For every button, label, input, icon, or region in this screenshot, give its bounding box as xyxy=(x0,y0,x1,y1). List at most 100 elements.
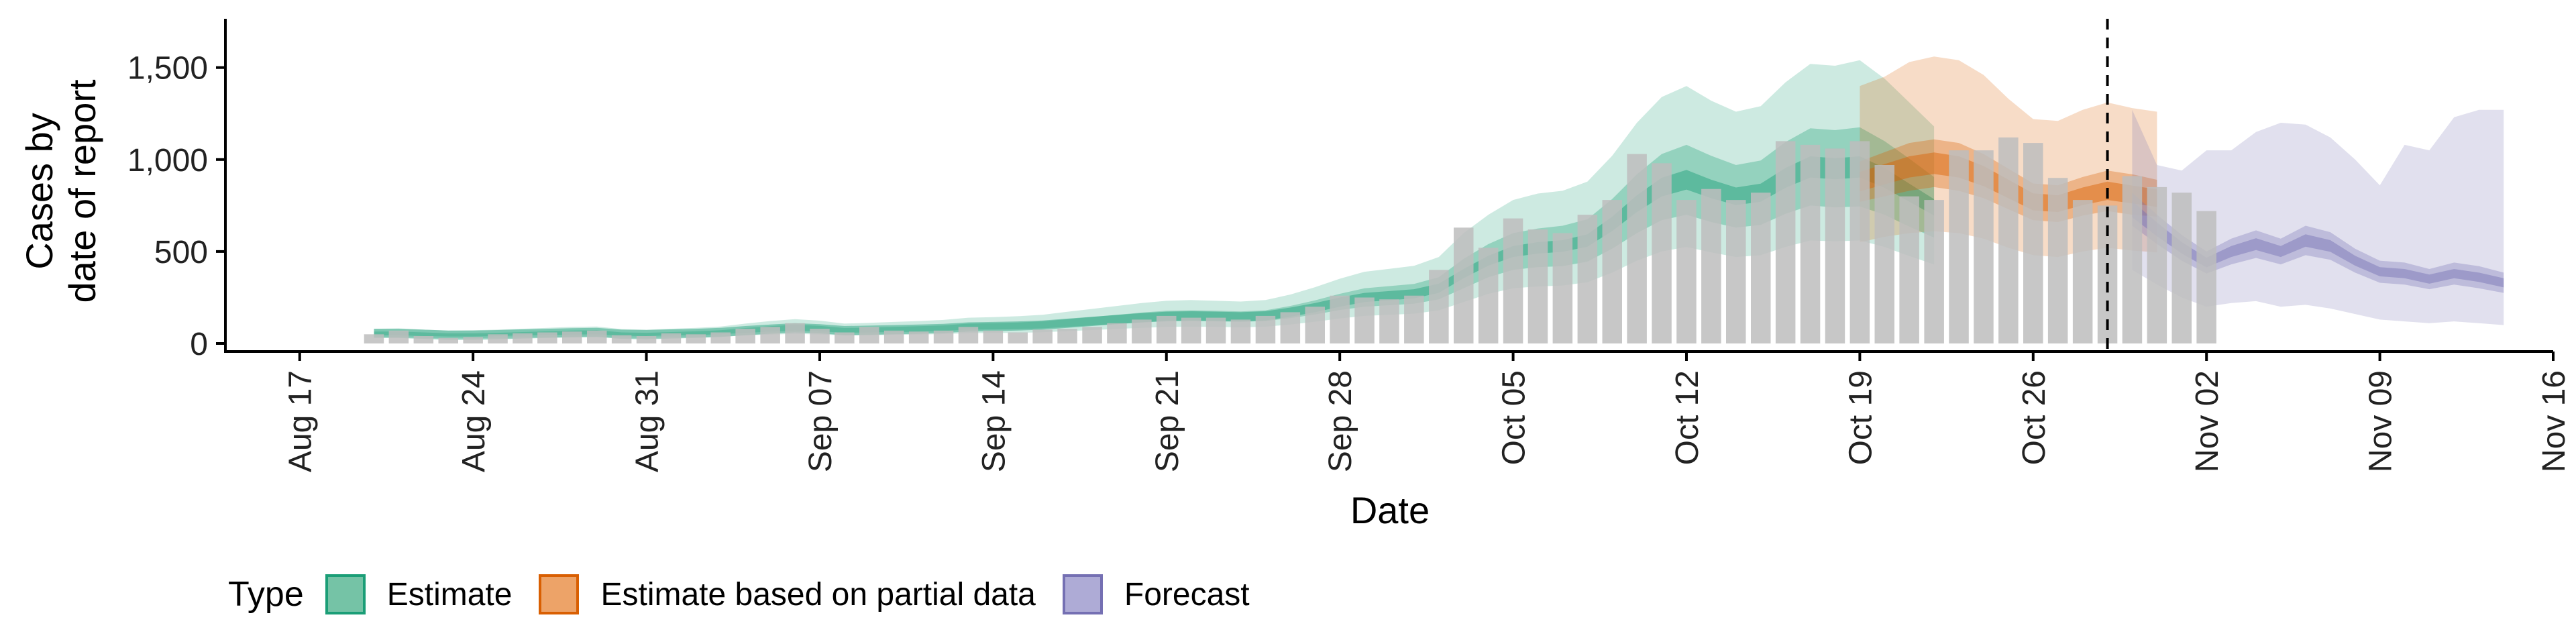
bar xyxy=(438,337,458,343)
forecast-inner-band xyxy=(2132,193,2504,293)
bar xyxy=(587,330,607,343)
bar xyxy=(1107,323,1127,343)
bar xyxy=(1330,295,1350,343)
bar xyxy=(2122,176,2143,343)
y-axis-title-line-2: date of report xyxy=(61,79,103,303)
bar xyxy=(1726,200,1746,343)
bar xyxy=(1478,248,1499,343)
x-tick-label: Oct 26 xyxy=(2017,370,2052,465)
x-tick-label: Sep 07 xyxy=(803,370,839,472)
bar xyxy=(1552,233,1573,343)
bar xyxy=(908,331,929,343)
legend-label-partial: Estimate based on partial data xyxy=(600,576,1036,612)
bar xyxy=(1008,332,1028,343)
bar xyxy=(1899,196,1919,343)
bar xyxy=(983,330,1004,343)
bar xyxy=(2147,186,2167,343)
bar xyxy=(1429,270,1449,343)
bar xyxy=(1775,141,1796,343)
bar xyxy=(1057,329,1077,343)
x-tick-label: Aug 24 xyxy=(456,370,492,472)
bar xyxy=(1230,319,1251,343)
bar xyxy=(760,327,780,343)
legend-item-estimate: Estimate xyxy=(325,574,512,614)
bar xyxy=(364,334,384,343)
bar xyxy=(1800,144,1821,343)
bar xyxy=(2196,211,2216,343)
legend-key-forecast xyxy=(1062,574,1103,614)
bar xyxy=(1652,163,1672,344)
bar xyxy=(661,333,682,343)
y-tick-label: 1,500 xyxy=(127,51,208,87)
bar xyxy=(1157,315,1177,343)
bar xyxy=(1998,137,2019,343)
bar-layer xyxy=(364,137,2216,344)
bar xyxy=(1280,312,1301,343)
bar xyxy=(1974,150,1994,343)
bar xyxy=(1082,327,1102,343)
bar xyxy=(2023,143,2043,343)
bar xyxy=(1924,200,1944,343)
bar xyxy=(1032,329,1053,343)
bar xyxy=(1874,165,1894,343)
bar xyxy=(710,332,731,343)
tick-layer: 0 500 1,000 1,500 Aug 17 Aug 24 Aug 31 Sep 07 Se… xyxy=(127,51,2572,472)
bar xyxy=(1205,317,1226,343)
bar xyxy=(488,334,508,343)
bar xyxy=(933,330,954,343)
bar xyxy=(810,329,830,343)
x-tick-label: Nov 02 xyxy=(2190,370,2225,472)
bar xyxy=(1701,189,1721,343)
legend: Type Estimate Estimate based on partial … xyxy=(228,574,1277,614)
x-axis-title: Date xyxy=(1350,489,1430,531)
x-tick-label: Oct 19 xyxy=(1843,370,1878,465)
bar xyxy=(636,336,657,343)
x-tick-label: Sep 21 xyxy=(1150,370,1185,472)
bar xyxy=(1404,295,1424,343)
x-tick-label: Nov 09 xyxy=(2363,370,2399,472)
x-tick-label: Sep 28 xyxy=(1323,370,1358,472)
forecast-outer-band xyxy=(2132,109,2504,325)
bar xyxy=(1255,315,1276,343)
bar xyxy=(513,333,533,343)
y-tick-label: 0 xyxy=(190,327,208,362)
bar xyxy=(562,331,582,343)
bar xyxy=(1825,148,1845,343)
x-tick-label: Nov 16 xyxy=(2536,370,2572,472)
bar xyxy=(1949,150,1969,343)
bar xyxy=(1354,297,1375,343)
x-tick-label: Sep 14 xyxy=(976,370,1012,472)
bar xyxy=(1602,200,1622,343)
bar xyxy=(611,335,632,343)
bar xyxy=(1379,299,1399,343)
bar xyxy=(2047,178,2068,343)
bar xyxy=(388,330,409,343)
bar xyxy=(1305,307,1325,343)
legend-key-partial xyxy=(539,574,580,614)
bar xyxy=(1132,319,1152,343)
legend-item-partial: Estimate based on partial data xyxy=(539,574,1036,614)
forecast-median-band xyxy=(2132,201,2504,288)
bar xyxy=(735,329,755,343)
x-tick-label: Aug 17 xyxy=(283,370,319,472)
bar xyxy=(463,337,483,343)
bar xyxy=(1627,154,1647,343)
y-tick-label: 500 xyxy=(154,235,208,270)
bar xyxy=(2171,193,2192,343)
bar xyxy=(413,336,434,343)
bar xyxy=(785,323,805,343)
x-tick-label: Aug 31 xyxy=(630,370,665,472)
bar xyxy=(835,332,855,343)
axes-layer xyxy=(224,19,2553,353)
bar xyxy=(1454,227,1474,343)
x-tick-label: Oct 05 xyxy=(1497,370,1532,465)
bar xyxy=(1577,215,1598,343)
bar xyxy=(958,327,979,343)
legend-title: Type xyxy=(228,575,304,614)
y-tick-label: 1,000 xyxy=(127,143,208,178)
bar xyxy=(1849,141,1870,343)
legend-label-forecast: Forecast xyxy=(1124,576,1250,612)
bar xyxy=(1676,200,1697,343)
bar xyxy=(859,327,879,343)
bar xyxy=(686,334,706,343)
